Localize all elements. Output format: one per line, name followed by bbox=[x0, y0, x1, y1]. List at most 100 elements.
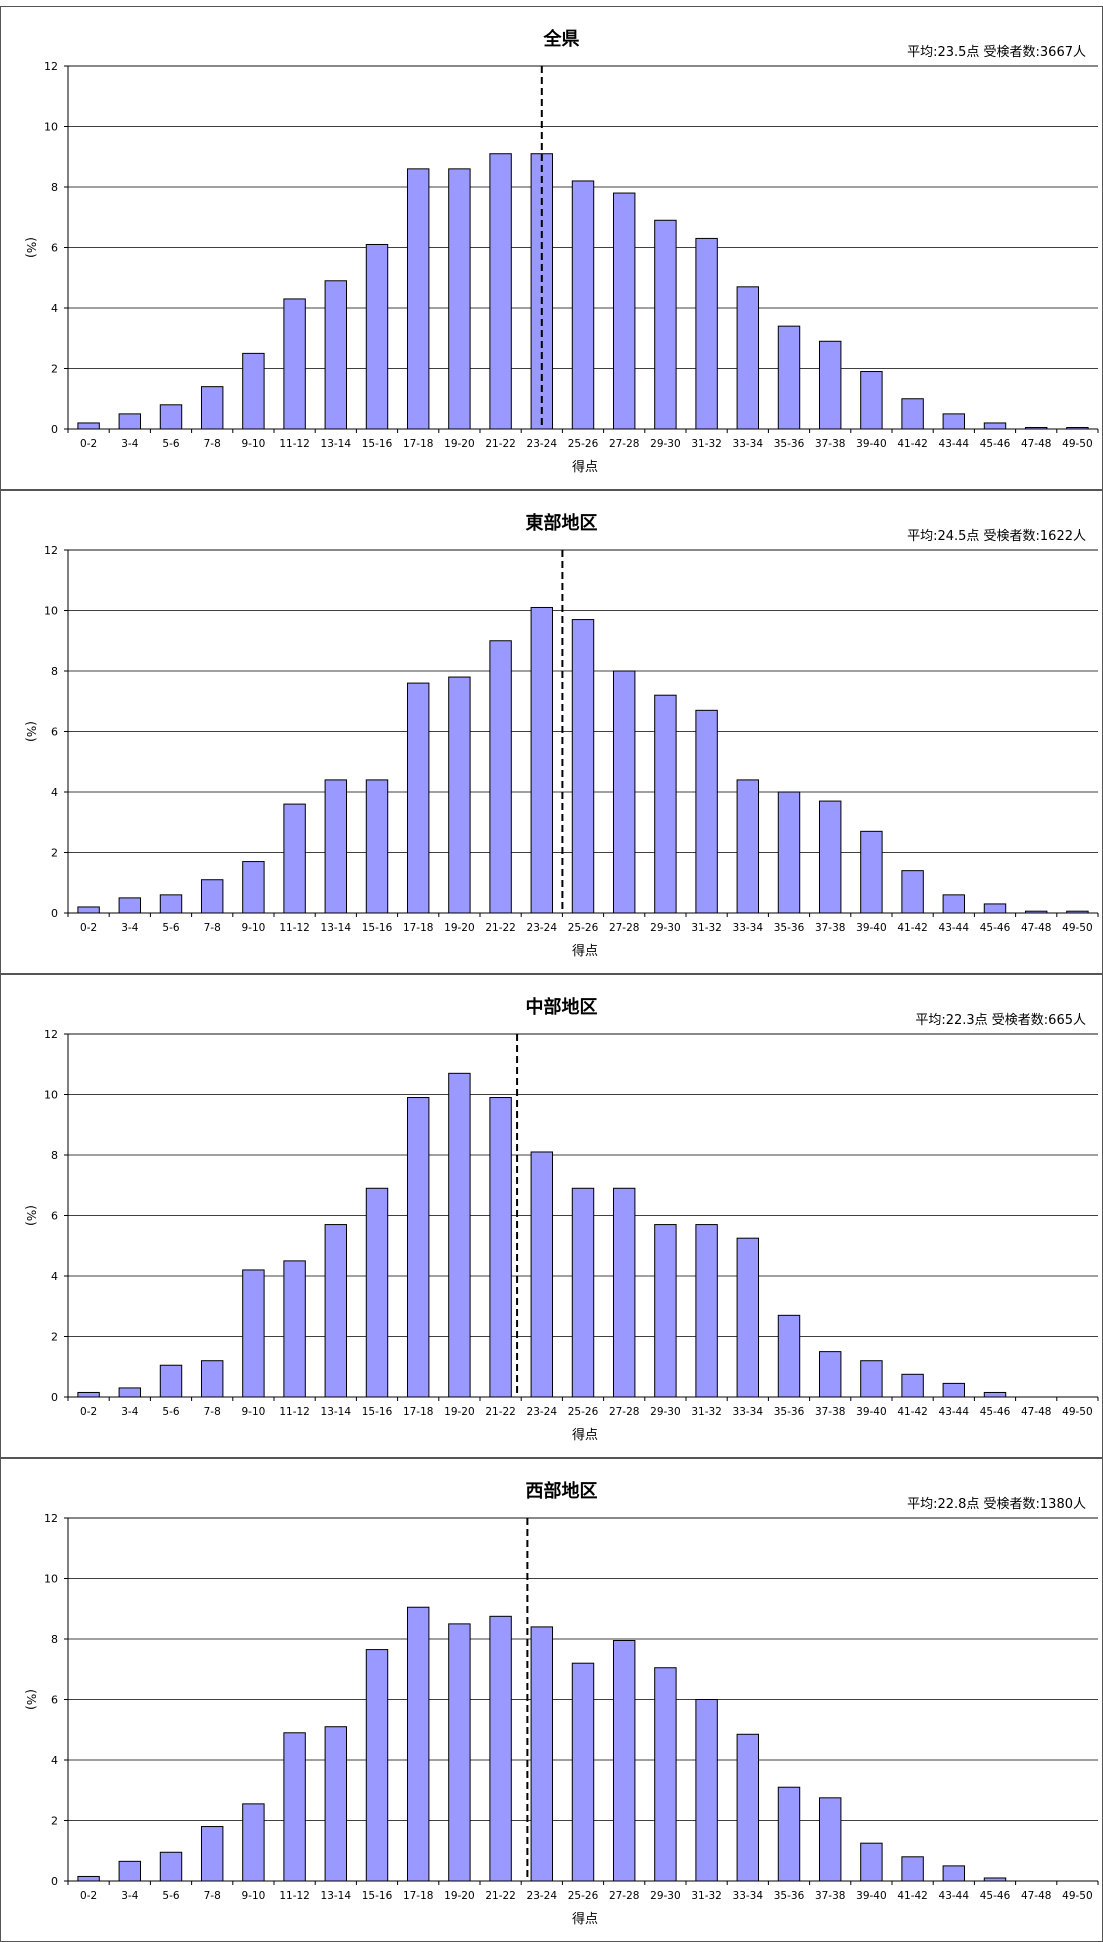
x-tick-label-17-18: 17-18 bbox=[403, 438, 434, 450]
y-axis-label: (%) bbox=[24, 721, 38, 742]
x-tick-label-29-30: 29-30 bbox=[650, 1406, 681, 1418]
y-tick-label-1: 2 bbox=[51, 1331, 58, 1344]
y-axis-label: (%) bbox=[24, 1689, 38, 1710]
bar-21-22 bbox=[489, 640, 512, 914]
x-tick-label-0-2: 0-2 bbox=[80, 438, 97, 450]
bar-0-2 bbox=[77, 1391, 100, 1398]
y-tick-label-1: 2 bbox=[51, 847, 58, 860]
x-tick-label-0-2: 0-2 bbox=[80, 1406, 97, 1418]
x-tick-label-37-38: 37-38 bbox=[815, 1406, 846, 1418]
x-tick-label-27-28: 27-28 bbox=[609, 438, 640, 450]
bar-17-18 bbox=[406, 1097, 430, 1398]
x-axis-label: 得点 bbox=[572, 459, 598, 475]
chart-panel-3: 0 2 4 6 8 10 12 0-2 3-4 5-6 7-8 9-10 11-12 13-14 15-16… bbox=[0, 1458, 1103, 1942]
y-tick-label-1: 2 bbox=[51, 1815, 58, 1828]
y-tick-label-5: 10 bbox=[44, 1573, 58, 1586]
x-tick-label-13-14: 13-14 bbox=[321, 438, 352, 450]
bar-37-38 bbox=[818, 1351, 842, 1398]
bar-3-4 bbox=[118, 1387, 142, 1398]
x-tick-label-41-42: 41-42 bbox=[897, 922, 928, 934]
bar-21-22 bbox=[489, 153, 512, 430]
y-tick-label-3: 6 bbox=[51, 726, 58, 739]
bar-15-16 bbox=[365, 243, 389, 430]
x-tick-label-37-38: 37-38 bbox=[815, 438, 846, 450]
x-tick-label-11-12: 11-12 bbox=[279, 438, 310, 450]
x-tick-label-3-4: 3-4 bbox=[121, 922, 138, 934]
x-tick-label-5-6: 5-6 bbox=[162, 922, 179, 934]
x-tick-label-25-26: 25-26 bbox=[568, 1406, 599, 1418]
x-tick-label-37-38: 37-38 bbox=[815, 1890, 846, 1902]
bar-31-32 bbox=[695, 1699, 718, 1882]
bar-19-20 bbox=[448, 168, 471, 430]
chart-title: 全県 bbox=[543, 28, 580, 50]
chart-summary: 平均:22.8点 受検者数:1380人 bbox=[907, 1497, 1086, 1512]
x-tick-label-5-6: 5-6 bbox=[162, 438, 179, 450]
bar-11-12 bbox=[283, 298, 306, 430]
y-tick-label-3: 6 bbox=[51, 242, 58, 255]
bar-33-34 bbox=[736, 1237, 760, 1398]
bar-41-42 bbox=[901, 1373, 924, 1398]
bar-19-20 bbox=[448, 1623, 471, 1882]
x-tick-label-7-8: 7-8 bbox=[204, 1406, 221, 1418]
x-tick-label-0-2: 0-2 bbox=[80, 1890, 97, 1902]
x-tick-label-43-44: 43-44 bbox=[939, 1890, 970, 1902]
y-tick-label-6: 12 bbox=[44, 1028, 58, 1041]
bar-23-24 bbox=[530, 1151, 554, 1398]
bar-23-24 bbox=[530, 1626, 554, 1882]
x-tick-label-9-10: 9-10 bbox=[241, 1890, 265, 1902]
bar-19-20 bbox=[448, 676, 471, 914]
chart-summary: 平均:24.5点 受検者数:1622人 bbox=[907, 529, 1086, 544]
bar-33-34 bbox=[736, 779, 760, 914]
x-tick-label-25-26: 25-26 bbox=[568, 438, 599, 450]
x-tick-label-15-16: 15-16 bbox=[362, 922, 393, 934]
x-tick-label-0-2: 0-2 bbox=[80, 922, 97, 934]
y-tick-label-3: 6 bbox=[51, 1694, 58, 1707]
x-tick-label-3-4: 3-4 bbox=[121, 1406, 138, 1418]
y-axis-label: (%) bbox=[24, 237, 38, 258]
bar-45-46 bbox=[983, 1391, 1007, 1398]
bar-7-8 bbox=[200, 879, 224, 914]
x-tick-label-47-48: 47-48 bbox=[1021, 438, 1052, 450]
x-tick-label-33-34: 33-34 bbox=[733, 922, 764, 934]
bar-9-10 bbox=[242, 1269, 265, 1398]
x-tick-label-47-48: 47-48 bbox=[1021, 1890, 1052, 1902]
bar-5-6 bbox=[159, 894, 183, 914]
bar-45-46 bbox=[983, 903, 1007, 914]
x-tick-label-49-50: 49-50 bbox=[1062, 922, 1093, 934]
bar-13-14 bbox=[324, 1224, 348, 1398]
bar-3-4 bbox=[118, 897, 142, 914]
bar-39-40 bbox=[860, 830, 883, 914]
x-tick-label-5-6: 5-6 bbox=[162, 1890, 179, 1902]
x-tick-label-31-32: 31-32 bbox=[691, 922, 722, 934]
x-tick-label-23-24: 23-24 bbox=[527, 922, 558, 934]
x-tick-label-47-48: 47-48 bbox=[1021, 1406, 1052, 1418]
x-tick-label-7-8: 7-8 bbox=[204, 1890, 221, 1902]
x-tick-label-21-22: 21-22 bbox=[485, 1406, 516, 1418]
x-tick-label-21-22: 21-22 bbox=[485, 922, 516, 934]
y-tick-label-0: 0 bbox=[51, 1875, 58, 1888]
bar-43-44 bbox=[942, 894, 966, 914]
y-tick-label-5: 10 bbox=[44, 605, 58, 618]
x-tick-label-49-50: 49-50 bbox=[1062, 1406, 1093, 1418]
x-axis-label: 得点 bbox=[572, 943, 598, 959]
bar-35-36 bbox=[777, 325, 801, 430]
bar-35-36 bbox=[777, 1786, 801, 1882]
bar-13-14 bbox=[324, 1726, 348, 1882]
x-tick-label-45-46: 45-46 bbox=[980, 1406, 1011, 1418]
bar-25-26 bbox=[571, 1662, 595, 1882]
x-tick-label-9-10: 9-10 bbox=[241, 922, 265, 934]
bar-41-42 bbox=[901, 1856, 924, 1882]
bar-17-18 bbox=[406, 168, 430, 430]
bar-11-12 bbox=[283, 803, 306, 914]
bar-9-10 bbox=[242, 861, 265, 914]
x-tick-label-37-38: 37-38 bbox=[815, 922, 846, 934]
x-tick-label-31-32: 31-32 bbox=[691, 1406, 722, 1418]
y-tick-label-0: 0 bbox=[51, 907, 58, 920]
y-tick-label-5: 10 bbox=[44, 1089, 58, 1102]
x-tick-label-45-46: 45-46 bbox=[980, 438, 1011, 450]
x-tick-label-11-12: 11-12 bbox=[279, 1406, 310, 1418]
y-tick-label-2: 4 bbox=[51, 1270, 58, 1283]
y-tick-label-4: 8 bbox=[51, 1149, 58, 1162]
x-tick-label-31-32: 31-32 bbox=[691, 1890, 722, 1902]
y-tick-label-4: 8 bbox=[51, 181, 58, 194]
